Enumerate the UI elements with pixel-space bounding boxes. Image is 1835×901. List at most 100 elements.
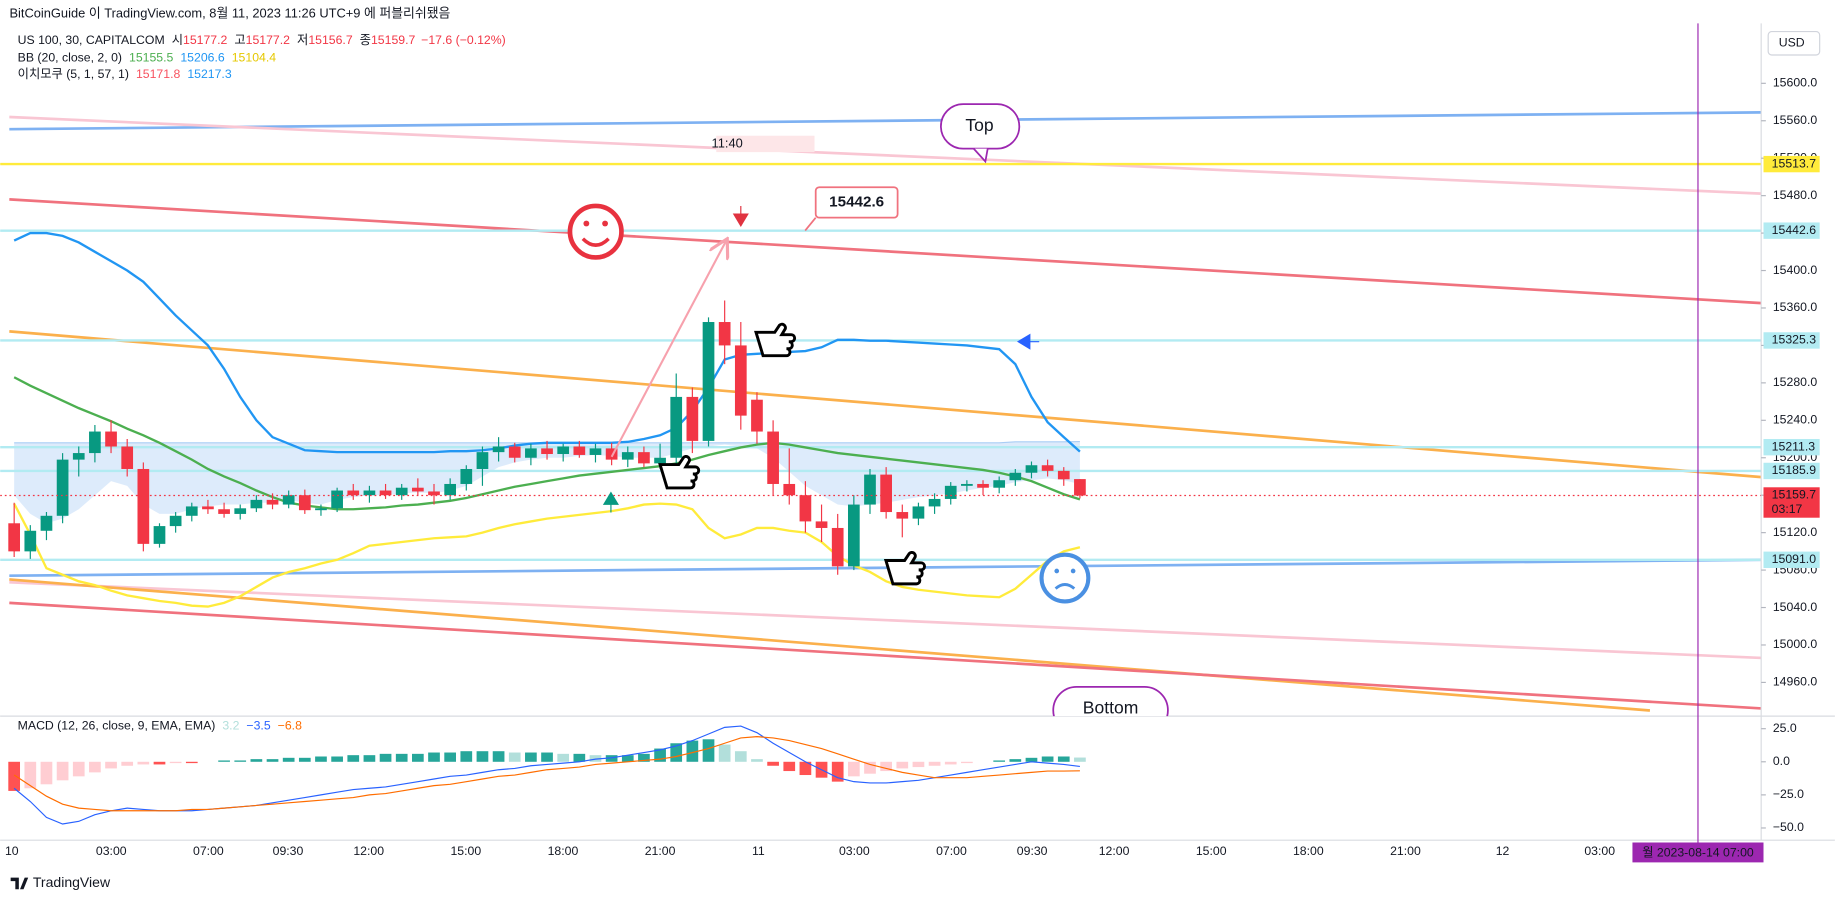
- macd-y-tick-label: −50.0: [1773, 820, 1804, 834]
- price-callout: 15442.6: [829, 193, 884, 210]
- x-tick-label: 07:00: [936, 844, 967, 858]
- macd-histogram-bar: [169, 761, 182, 764]
- legend-item: BB (20, close, 2, 0): [18, 51, 122, 65]
- macd-histogram-bar: [702, 739, 715, 762]
- legend-item: 15217.3: [187, 67, 232, 81]
- macd-histogram-bar: [767, 761, 779, 766]
- candle-body: [347, 490, 360, 496]
- macd-histogram-bar: [105, 761, 117, 769]
- price-badge: [1763, 438, 1820, 456]
- candle-body: [460, 468, 473, 484]
- macd-histogram-bar: [799, 761, 812, 776]
- macd-histogram-bar: [880, 761, 892, 772]
- candle-body: [847, 504, 860, 567]
- macd-histogram-bar: [864, 761, 876, 774]
- x-tick-label: 21:00: [1390, 844, 1421, 858]
- x-tick-label: 12: [1496, 844, 1510, 858]
- legend-item: 15159.7: [371, 33, 416, 47]
- ichimoku-cloud: [14, 441, 1080, 524]
- candle-body: [250, 499, 263, 509]
- legend: MACD (12, 26, close, 9, EMA, EMA) 3.2 −3.5…: [18, 719, 302, 733]
- candle-body: [266, 499, 279, 505]
- candle-body: [298, 495, 311, 511]
- legend-item: 이치모쿠 (5, 1, 57, 1): [18, 67, 129, 81]
- macd-histogram-bar: [315, 756, 327, 762]
- up-arrow: [602, 491, 619, 513]
- candle-body: [105, 431, 117, 447]
- legend-item: 저: [297, 33, 308, 47]
- candle-body: [40, 515, 53, 531]
- candle-body: [121, 446, 134, 469]
- macd-histogram-bar: [847, 761, 860, 777]
- hand-pointer: [658, 455, 701, 490]
- price-pane: [0, 111, 1762, 712]
- macd-histogram-bar: [525, 752, 537, 762]
- macd-histogram-bar: [928, 761, 941, 766]
- macd-histogram-bar: [557, 753, 570, 762]
- y-tick-label: 15480.0: [1773, 188, 1818, 202]
- price-badge-label: 15513.7: [1772, 156, 1817, 170]
- legend-item: 15177.2: [183, 33, 228, 47]
- macd-y-tick-label: 25.0: [1773, 721, 1797, 735]
- price-badge: [1763, 332, 1820, 349]
- candle-body: [928, 498, 941, 507]
- candle-body: [573, 446, 586, 455]
- macd-histogram-bar: [718, 744, 731, 762]
- candle-body: [831, 527, 844, 567]
- legend-item: 15155.5: [129, 51, 174, 65]
- y-tick-label: 15560.0: [1773, 113, 1818, 127]
- macd-histogram-bar: [153, 761, 166, 765]
- macd-histogram-bar: [1074, 757, 1086, 762]
- candle-body: [977, 483, 989, 488]
- candle-body: [234, 508, 247, 514]
- candle-body: [670, 396, 683, 458]
- bottom-bubble: [1052, 685, 1169, 717]
- currency[interactable]: USD: [1779, 36, 1805, 50]
- macd-histogram-bar: [541, 752, 553, 762]
- x-tick-label: 11: [752, 844, 765, 858]
- hand-pointer: [754, 322, 797, 358]
- candle-body: [734, 345, 747, 416]
- candle-body: [1009, 472, 1022, 481]
- macd-histogram-bar: [72, 761, 85, 777]
- macd-histogram-bar: [654, 748, 666, 762]
- y-tick-label: 15280.0: [1773, 375, 1818, 389]
- macd-histogram-bar: [831, 761, 844, 782]
- trendline: [9, 578, 1651, 712]
- macd-histogram-bar: [412, 753, 424, 762]
- price-badge-label: 15185.9: [1772, 463, 1817, 477]
- macd-histogram-bar: [1025, 757, 1038, 762]
- y-tick-label: 15120.0: [1773, 525, 1818, 539]
- candle-body: [89, 431, 101, 454]
- candle-body: [557, 446, 570, 455]
- candle-body: [605, 448, 618, 460]
- macd-histogram-bar: [912, 761, 925, 768]
- candle-body: [864, 474, 876, 505]
- macd-histogram-bar: [670, 743, 683, 762]
- price-badge: [1763, 222, 1820, 239]
- trendline: [9, 601, 1762, 710]
- macd-histogram-bar: [347, 755, 360, 762]
- legend-item: −6.8: [278, 719, 302, 733]
- candle-body: [153, 526, 166, 544]
- macd-histogram-bar: [218, 760, 230, 762]
- macd-histogram-bar: [185, 761, 198, 764]
- macd-histogram-bar: [298, 757, 311, 762]
- candle-body: [815, 521, 828, 528]
- trendline: [9, 580, 1762, 660]
- candle-body: [412, 487, 424, 492]
- legend-item: 15177.2: [246, 33, 291, 47]
- legend-item: 시: [172, 33, 183, 47]
- candle-body: [444, 483, 457, 496]
- macd-histogram-bar: [444, 752, 457, 762]
- last-price-label: 15159.7: [1772, 488, 1817, 502]
- macd-histogram-bar: [993, 760, 1006, 762]
- legend-item: 15206.6: [180, 51, 225, 65]
- macd-histogram-bar: [8, 761, 21, 791]
- y-tick-label: 15040.0: [1773, 600, 1818, 614]
- projection-arrow: [610, 241, 727, 458]
- candle-body: [702, 322, 715, 441]
- macd-histogram-bar: [896, 761, 909, 769]
- currency-button[interactable]: [1767, 31, 1821, 56]
- y-tick-label: 14960.0: [1773, 675, 1818, 689]
